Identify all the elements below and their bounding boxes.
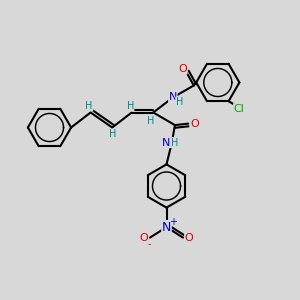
Text: O: O <box>190 118 199 129</box>
Text: N: N <box>162 220 171 234</box>
Text: N: N <box>162 137 171 148</box>
Text: H: H <box>127 101 134 111</box>
Text: H: H <box>171 137 178 148</box>
Text: H: H <box>109 129 116 139</box>
Text: Cl: Cl <box>234 104 244 114</box>
Text: -: - <box>148 239 151 249</box>
Text: H: H <box>147 116 154 126</box>
Text: O: O <box>140 232 148 243</box>
Text: O: O <box>178 64 187 74</box>
Text: +: + <box>169 217 177 227</box>
Text: H: H <box>85 101 93 111</box>
Text: H: H <box>176 97 183 107</box>
Text: O: O <box>184 232 194 243</box>
Text: N: N <box>169 92 177 103</box>
